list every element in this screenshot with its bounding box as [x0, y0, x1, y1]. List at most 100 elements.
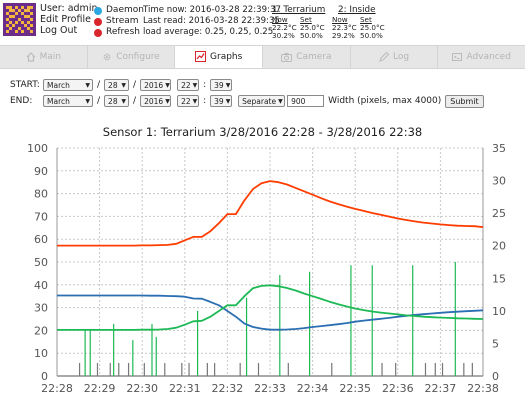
end-year-select[interactable]: 2016 ▼ — [140, 95, 172, 107]
x-tick-label: 22:37 — [425, 382, 457, 395]
sensor-summary-2: 2: Inside Now Set 22.3°C 25.0°C 29.2% 50… — [332, 5, 385, 40]
temp-set: 25.0°C — [360, 23, 385, 32]
chevron-down-icon: ▼ — [225, 81, 231, 89]
x-tick-label: 22:33 — [254, 382, 286, 395]
y-tick-label-right: 35 — [492, 142, 506, 155]
sensor-title[interactable]: 1: Terrarium — [272, 5, 326, 15]
series-line — [57, 284, 484, 331]
chevron-down-icon: ▼ — [192, 81, 198, 89]
end-hour-select[interactable]: 22 ▼ — [177, 95, 200, 107]
edit-profile-link[interactable]: Edit Profile — [40, 14, 91, 25]
select-value: 39 — [214, 80, 224, 90]
start-month-select[interactable]: March ▼ — [43, 79, 93, 91]
user-label: User: admin — [40, 3, 98, 14]
hum-set: 50.0% — [300, 31, 323, 40]
y-tick-label-right: 5 — [492, 337, 499, 350]
end-label: END: — [10, 96, 33, 106]
x-tick-label: 22:35 — [339, 382, 371, 395]
y-tick-label-right: 15 — [492, 272, 506, 285]
y-tick-label-left: 80 — [34, 188, 48, 201]
start-hour-select[interactable]: 22 ▼ — [177, 79, 200, 91]
y-tick-label-right: 20 — [492, 240, 506, 253]
start-label: START: — [10, 80, 40, 90]
chevron-down-icon: ▼ — [225, 97, 231, 105]
y-tick-label-right: 0 — [492, 370, 499, 383]
tab-graphs[interactable]: Graphs — [175, 46, 264, 68]
logout-link[interactable]: Log Out — [40, 25, 78, 36]
home-icon — [26, 52, 36, 62]
chevron-down-icon: ▼ — [165, 97, 170, 105]
time-now: Time now: 2016-03-28 22:39:37 — [143, 5, 281, 15]
logo-icon — [3, 3, 36, 36]
time-block: Time now: 2016-03-28 22:39:37 Last read:… — [143, 5, 281, 38]
date-range-controls: START: March ▼ / 28 ▼ / 2016 ▼ 22 ▼ : 39 ▼ EN… — [10, 78, 484, 110]
start-minute-select[interactable]: 39 ▼ — [210, 79, 233, 91]
y-tick-label-left: 10 — [34, 347, 48, 360]
hum-set: 50.0% — [360, 31, 383, 40]
select-value: March — [47, 80, 70, 90]
tab-label: Configure — [116, 52, 160, 62]
tab-camera[interactable]: Camera — [263, 46, 351, 68]
chevron-down-icon: ▼ — [85, 81, 90, 89]
nav-tabs: Main Configure Graphs Camera Log Advance… — [0, 45, 525, 69]
sensor-chart: 0 10 20 30 40 50 60 70 80 90 100 0 5 10 15 20 25 30 35 22:2… — [27, 142, 506, 395]
start-day-select[interactable]: 28 ▼ — [104, 79, 130, 91]
end-day-select[interactable]: 28 ▼ — [104, 95, 130, 107]
end-minute-select[interactable]: 39 ▼ — [210, 95, 233, 107]
temp-now: 22.3°C — [332, 23, 357, 32]
chevron-down-icon: ▼ — [85, 97, 90, 105]
y-tick-label-left: 50 — [34, 256, 48, 269]
y-tick-label-left: 40 — [34, 279, 48, 292]
x-tick-label: 22:34 — [297, 382, 329, 395]
status-label[interactable]: Refresh — [106, 27, 140, 37]
x-tick-label: 22:31 — [169, 382, 201, 395]
x-tick-label: 22:30 — [126, 382, 158, 395]
tab-label: Advanced — [466, 52, 511, 62]
sensor-title[interactable]: 2: Inside — [338, 5, 376, 15]
width-label: Width (pixels, max 4000) — [328, 96, 442, 106]
select-value: 39 — [214, 96, 224, 106]
graph-mode-select[interactable]: Separate ▼ — [238, 95, 286, 107]
tab-label: Main — [39, 52, 62, 62]
tab-log[interactable]: Log — [351, 46, 439, 68]
chevron-down-icon: ▼ — [278, 97, 283, 105]
user-block: User: admin Edit Profile Log Out — [40, 3, 97, 36]
y-tick-label-left: 60 — [34, 233, 48, 246]
load-average: load average: 0.25, 0.25, 0.25 — [143, 27, 274, 37]
tab-advanced[interactable]: Advanced — [438, 46, 525, 68]
date-separator: / — [133, 96, 137, 106]
y-tick-label-left: 0 — [41, 370, 48, 383]
x-tick-label: 22:28 — [41, 382, 73, 395]
y-tick-label-left: 20 — [34, 324, 48, 337]
camera-icon — [281, 53, 293, 62]
y-tick-label-left: 90 — [34, 165, 48, 178]
select-value: 22 — [181, 96, 191, 106]
last-read: Last read: 2016-03-28 22:39:35 — [143, 16, 280, 26]
header: User: admin Edit Profile Log Out Daemon … — [0, 0, 525, 44]
chart-title: Sensor 1: Terrarium 3/28/2016 22:28 - 3/… — [102, 125, 423, 139]
width-input[interactable]: 900 — [287, 95, 325, 107]
series-line — [57, 180, 484, 247]
chevron-down-icon: ▼ — [121, 97, 127, 105]
select-value: 2016 — [144, 96, 164, 106]
now-label: Now — [332, 15, 348, 24]
chevron-down-icon: ▼ — [165, 81, 170, 89]
x-tick-label: 22:38 — [467, 382, 499, 395]
select-value: 28 — [108, 96, 118, 106]
submit-button[interactable]: Submit — [445, 94, 484, 108]
sensor-summary-1: 1: Terrarium Now Set 22.2°C 25.0°C 30.2%… — [272, 5, 325, 40]
temp-now: 22.2°C — [272, 23, 297, 32]
time-separator: : — [203, 80, 207, 90]
status-refresh[interactable]: Refresh — [94, 27, 144, 38]
tab-main[interactable]: Main — [0, 46, 88, 68]
log-icon — [379, 52, 389, 62]
tab-configure[interactable]: Configure — [88, 46, 176, 68]
set-label: Set — [360, 15, 372, 24]
status-block: Daemon Stream Refresh — [94, 5, 144, 38]
end-month-select[interactable]: March ▼ — [43, 95, 93, 107]
y-tick-label-left: 100 — [27, 142, 48, 155]
start-year-select[interactable]: 2016 ▼ — [140, 79, 172, 91]
status-daemon: Daemon — [94, 5, 144, 16]
y-tick-label-left: 70 — [34, 210, 48, 223]
status-stream: Stream — [94, 16, 144, 27]
